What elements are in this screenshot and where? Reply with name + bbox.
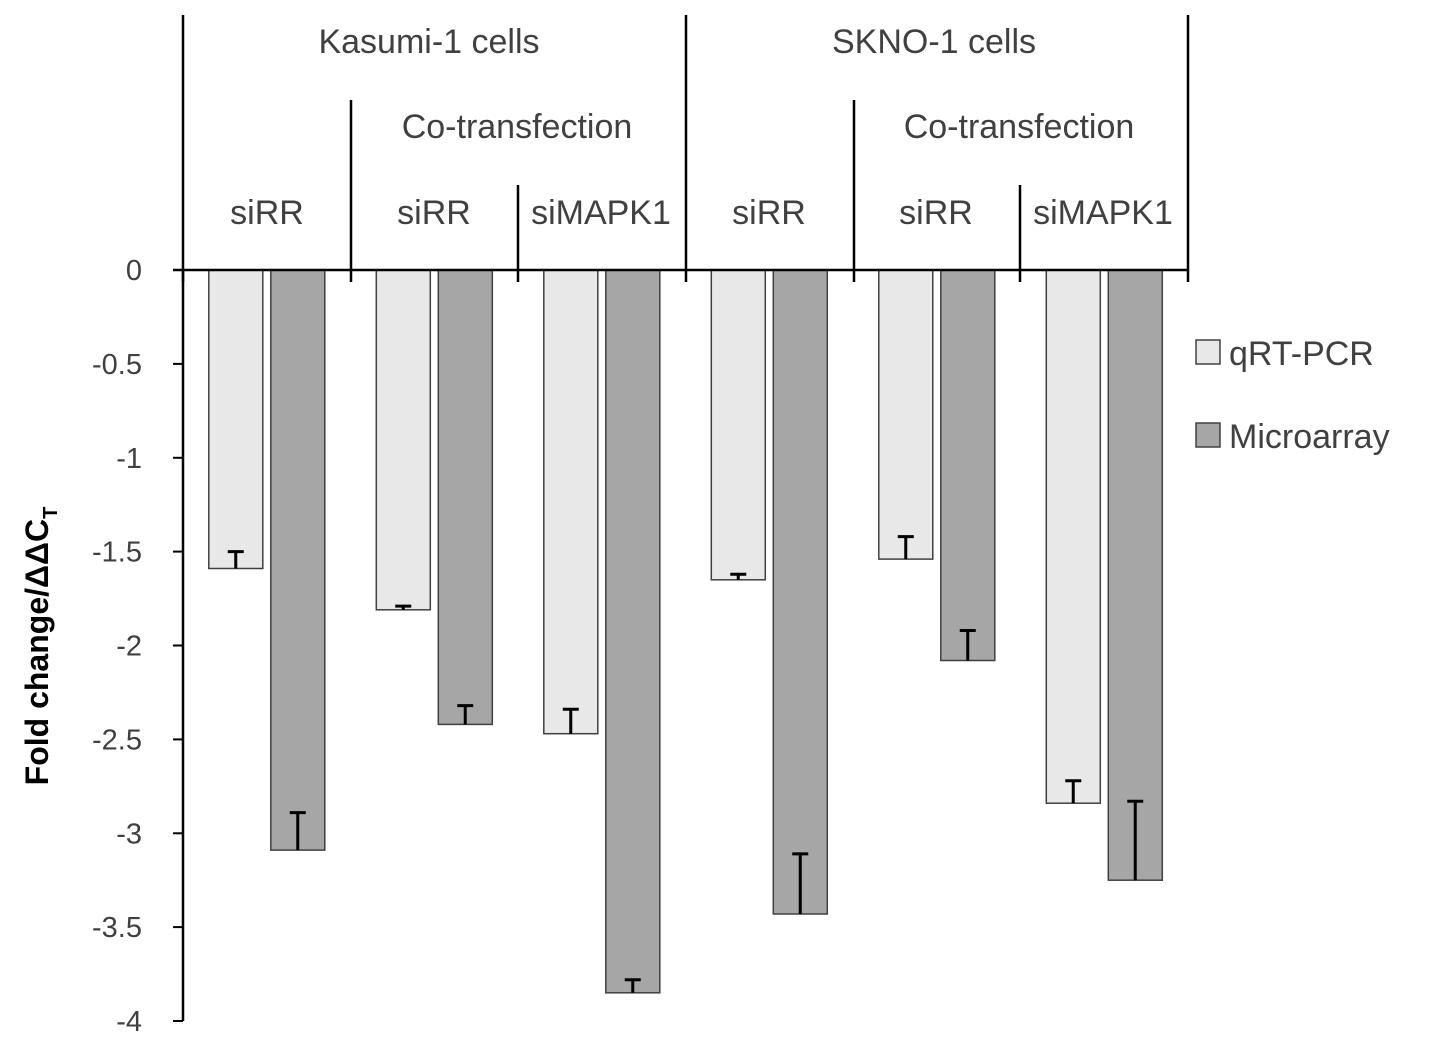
legend-swatch-qrtpcr [1195, 339, 1221, 365]
bar-microarray-6 [1107, 269, 1164, 881]
y-axis-label-subscript: T [40, 507, 62, 519]
y-tick-label-5: -2.5 [92, 724, 142, 756]
header-cotransfection-kasumi: Co-transfection [402, 108, 633, 146]
bar-microarray-3 [605, 269, 661, 994]
header-condition-5: siRR [899, 194, 973, 232]
y-tick-label-3: -1.5 [92, 537, 142, 569]
header-condition-1: siRR [230, 194, 304, 232]
y-tick-label-1: -0.5 [92, 349, 142, 381]
y-tick-label-7: -3.5 [92, 912, 142, 944]
bar-qrtpcr-1 [208, 269, 264, 570]
y-tick-label-0: 0 [126, 255, 142, 287]
legend: qRT-PCR Microarray [1195, 335, 1390, 456]
legend-label-microarray: Microarray [1229, 418, 1390, 456]
bar-microarray-2 [437, 269, 494, 726]
y-tick-label-2: -1 [116, 443, 142, 475]
bar-qrtpcr-6 [1045, 269, 1102, 804]
y-tick-label-6: -3 [116, 818, 142, 850]
header-dividers [181, 15, 1190, 282]
plot-area: 0 -0.5 -1 -1.5 -2 -2.5 -3 -3.5 -4 [92, 255, 1188, 1038]
bar-qrtpcr-3 [543, 269, 599, 735]
y-axis-label-main: Fold change/ΔΔC [19, 519, 55, 785]
header-condition-4: siRR [732, 194, 806, 232]
y-tick-label-8: -4 [116, 1006, 142, 1038]
bar-microarray-4 [772, 269, 829, 915]
header-cotransfection-skno: Co-transfection [904, 108, 1135, 146]
y-axis-label: Fold change/ΔΔCT [19, 507, 62, 786]
bar-microarray-5 [940, 269, 996, 662]
legend-swatch-microarray [1195, 422, 1221, 448]
y-tick-label-4: -2 [116, 631, 142, 663]
bar-qrtpcr-2 [375, 269, 432, 611]
header-condition-2: siRR [397, 194, 471, 232]
bar-microarray-1 [270, 269, 326, 851]
bar-qrtpcr-5 [878, 269, 934, 560]
bar-qrtpcr-4 [710, 269, 767, 581]
header-condition-6: siMAPK1 [1033, 194, 1173, 232]
legend-label-qrtpcr: qRT-PCR [1229, 335, 1374, 373]
header-condition-3: siMAPK1 [531, 194, 671, 232]
header-cell-line-kasumi: Kasumi-1 cells [318, 23, 539, 61]
header-cell-line-skno: SKNO-1 cells [832, 23, 1036, 61]
